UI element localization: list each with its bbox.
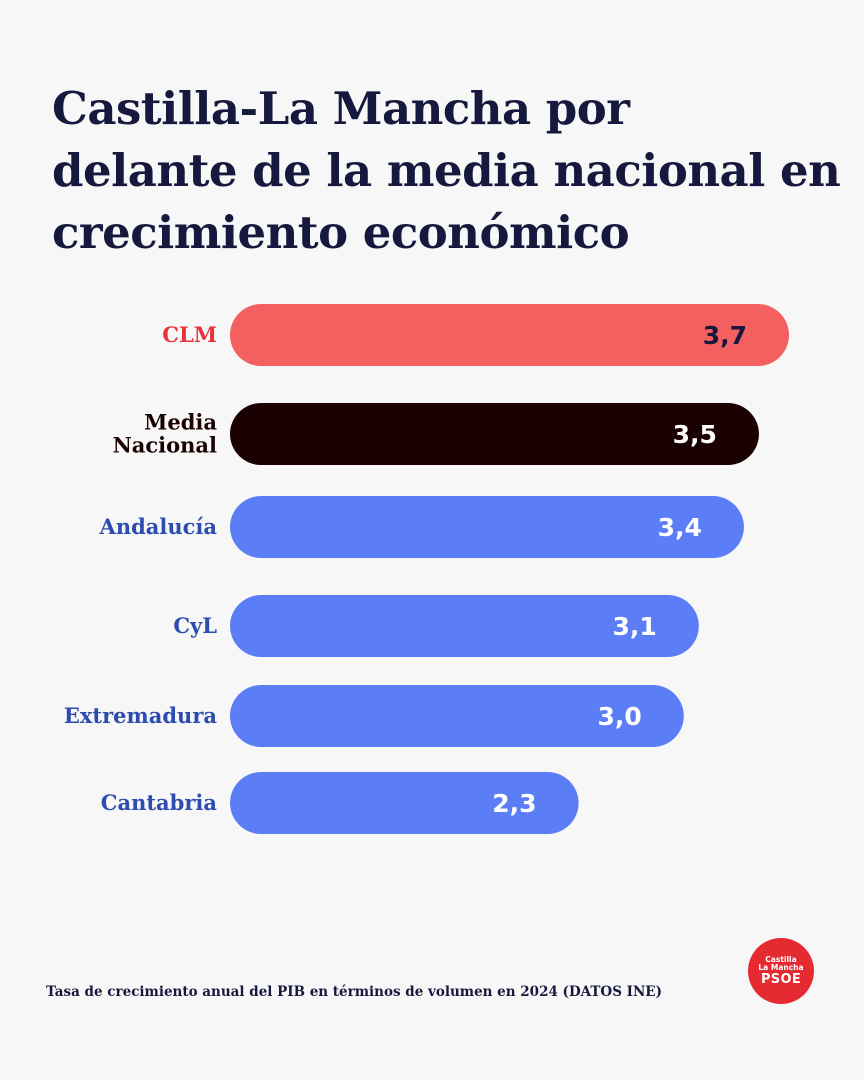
category-label-line: Media [144,410,217,435]
title-line-1: Castilla-La Mancha por [52,82,630,135]
category-label-line: CLM [162,322,217,347]
category-label: Extremadura [64,703,217,728]
category-label-line: Cantabria [101,790,218,815]
bar-value-label: 2,3 [492,789,536,818]
bar-value-label: 3,5 [673,420,717,449]
psoe-logo: Castilla La Mancha PSOE [748,938,814,1004]
logo-line-2: La Mancha [758,962,804,972]
category-label: Media Nacional [113,410,218,458]
title-line-3: crecimiento económico [52,206,630,259]
bar-cyl [230,595,699,657]
bar-chart: 3,7 CLM 3,5 Media Nacional 3,4 Andalucía 3,1 CyL… [64,304,789,834]
bar-cantabria [230,772,579,834]
category-label-line: CyL [173,613,217,638]
category-label-line: Andalucía [99,514,218,539]
bar-andaluc-a [230,496,744,558]
bar-media-nacional [230,403,759,465]
logo-line-3: PSOE [760,971,802,987]
footnote-source: Tasa de crecimiento anual del PIB en tér… [46,984,662,1000]
chart-title: Castilla-La Mancha por delante de la med… [52,78,842,264]
category-label-line: Extremadura [64,703,217,728]
bar-value-label: 3,7 [703,321,747,350]
bar-value-label: 3,1 [613,612,657,641]
category-label-line: Nacional [113,433,217,458]
logo-line-1: Castilla [765,954,797,964]
bar-extremadura [230,685,684,747]
category-label: Cantabria [101,790,218,815]
bar-value-label: 3,0 [597,702,641,731]
bar-value-label: 3,4 [658,513,702,542]
bar-clm [230,304,789,366]
category-label: CyL [173,613,217,638]
category-label: Andalucía [99,514,218,539]
category-label: CLM [162,322,217,347]
title-line-2: delante de la media nacional en [52,144,841,197]
